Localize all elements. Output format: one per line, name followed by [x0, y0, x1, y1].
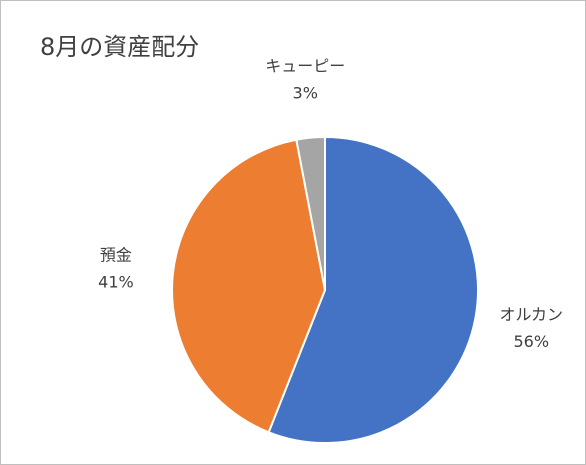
slice-value-label: 3% [293, 83, 318, 102]
slice-value-label: 56% [513, 332, 549, 351]
slice-category-label: オルカン [500, 305, 564, 324]
pie-slice [295, 135, 326, 291]
slice-value-label: 41% [98, 273, 134, 292]
pie-slice [267, 135, 479, 444]
pie-slice [171, 138, 327, 434]
chart-title: 8月の資産配分 [40, 33, 199, 61]
slice-category-label: 預金 [100, 246, 132, 265]
slice-category-label: キューピー [265, 56, 345, 75]
